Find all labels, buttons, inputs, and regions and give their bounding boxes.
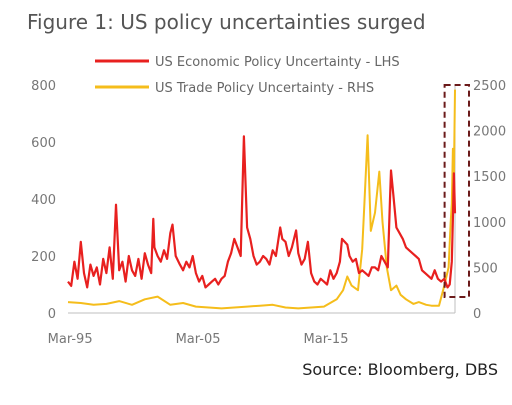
highlight-box [443, 84, 470, 298]
y-left-tick-label: 400 [31, 193, 56, 208]
y-right-tick-label: 500 [473, 261, 498, 276]
legend-label-economic: US Economic Policy Uncertainty - LHS [155, 55, 400, 70]
y-left-tick-label: 600 [31, 136, 56, 151]
chart-title: Figure 1: US policy uncertainties surged [27, 10, 426, 34]
x-tick-label: Mar-15 [304, 332, 349, 347]
y-right-tick-label: 1000 [473, 216, 506, 231]
chart-svg: US Economic Policy Uncertainty - LHS US … [31, 55, 506, 347]
series-line-trade [67, 89, 456, 310]
axes: 0 200 400 600 800 0 500 1000 1500 2000 2500 Mar-95 M… [31, 79, 506, 347]
y-left-tick-label: 800 [31, 79, 56, 94]
legend-label-trade: US Trade Policy Uncertainty - RHS [155, 81, 374, 96]
y-right-tick-label: 1500 [473, 170, 506, 185]
x-tick-label: Mar-95 [48, 332, 93, 347]
series-group [67, 89, 457, 310]
y-left-tick-label: 0 [48, 307, 56, 322]
y-right-tick-label: 0 [473, 307, 481, 322]
source-note: Source: Bloomberg, DBS [302, 360, 498, 379]
y-right-tick-label: 2000 [473, 125, 506, 140]
y-right-tick-label: 2500 [473, 79, 506, 94]
legend: US Economic Policy Uncertainty - LHS US … [95, 55, 400, 96]
y-left-tick-label: 200 [31, 250, 56, 265]
series-line-economic [67, 135, 457, 289]
x-tick-label: Mar-05 [176, 332, 221, 347]
